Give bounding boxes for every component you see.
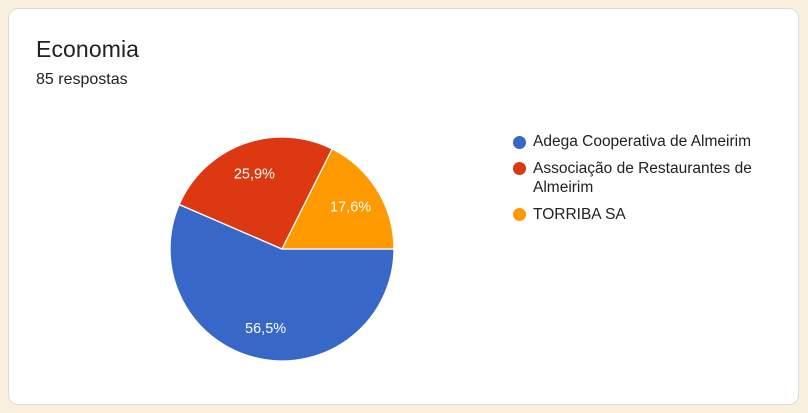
legend-item-0: Adega Cooperativa de Almeirim [513, 132, 775, 152]
chart-legend: Adega Cooperativa de Almeirim Associação … [513, 132, 775, 231]
legend-item-2: TORRIBA SA [513, 205, 775, 225]
question-title: Economia [36, 36, 140, 62]
legend-color-dot-icon [513, 208, 526, 221]
pie-svg: 56,5% 25,9% 17,6% [169, 136, 395, 362]
legend-item-1: Associação de Restaurantes de Almeirim [513, 159, 775, 198]
legend-label: TORRIBA SA [533, 205, 626, 223]
slice-percent-label: 56,5% [245, 321, 286, 337]
slice-percent-label: 17,6% [330, 200, 371, 216]
slice-percent-label: 25,9% [234, 166, 275, 182]
pie-slice-1 [178, 136, 333, 250]
pie-slice-0 [169, 203, 395, 362]
legend-color-dot-icon [513, 135, 526, 149]
legend-label: Adega Cooperativa de Almeirim [533, 133, 751, 150]
legend-label: Associação de Restaurantes de Almeirim [533, 159, 752, 197]
responses-count: 85 respostas [36, 71, 128, 88]
pie-slice-2 [281, 148, 395, 250]
legend-color-dot-icon [513, 162, 526, 175]
question-summary-card: Economia 85 respostas 56,5% 25,9% 17,6% Ad… [8, 8, 799, 405]
